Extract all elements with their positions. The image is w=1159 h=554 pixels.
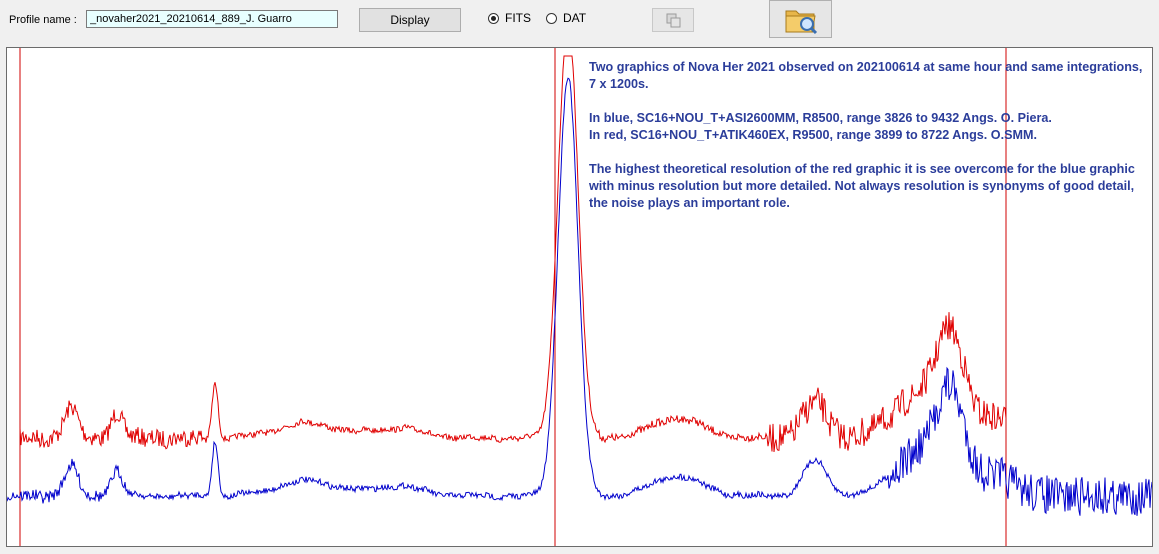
dat-radio-indicator[interactable] [546,12,557,24]
annotation-series-notes: In blue, SC16+NOU_T+ASI2600MM, R8500, ra… [589,110,1149,144]
plot-annotation: Two graphics of Nova Her 2021 observed o… [589,59,1149,212]
fits-radio[interactable]: FITS [488,11,531,25]
dat-radio[interactable]: DAT [546,11,586,25]
profile-name-label: Profile name : [9,14,77,26]
dat-radio-label: DAT [563,11,587,25]
annotation-blue-note: In blue, SC16+NOU_T+ASI2600MM, R8500, ra… [589,111,1052,125]
profile-name-input[interactable] [86,10,338,28]
open-file-button[interactable] [769,0,832,38]
blue-spectrum-line [7,77,1152,516]
copy-button[interactable] [652,8,694,32]
spectrum-plot-canvas [7,48,1152,546]
fits-radio-indicator[interactable] [488,12,499,24]
annotation-intro: Two graphics of Nova Her 2021 observed o… [589,60,1143,91]
annotation-red-note: In red, SC16+NOU_T+ATIK460EX, R9500, ran… [589,128,1037,142]
fits-radio-label: FITS [505,11,531,25]
copy-icon [666,13,681,28]
annotation-conclusion: The highest theoretical resolution of th… [589,162,1135,210]
spectrum-plot: Two graphics of Nova Her 2021 observed o… [6,47,1153,547]
folder-search-icon [785,10,818,35]
red-spectrum-line [19,55,1007,453]
toolbar: Profile name : Display FITS DAT [0,0,1159,44]
display-button[interactable]: Display [359,8,461,32]
